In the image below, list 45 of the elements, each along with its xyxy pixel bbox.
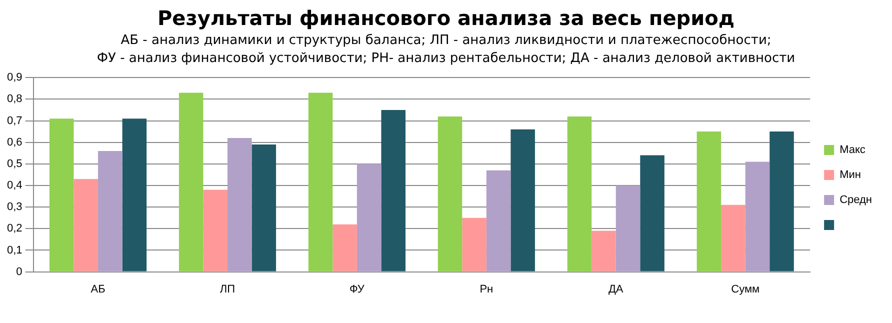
bar <box>203 190 228 272</box>
y-tick-label: 0,9 <box>6 72 22 84</box>
bar <box>486 170 511 272</box>
legend-label: Средн <box>840 194 872 206</box>
x-tick-label: Рн <box>480 283 494 296</box>
bar <box>74 179 98 272</box>
legend-label: Мин <box>840 169 861 182</box>
bar <box>510 129 535 272</box>
bar <box>332 224 357 272</box>
bar <box>592 230 616 272</box>
bar <box>381 110 406 272</box>
bar <box>770 132 794 272</box>
bar <box>640 155 664 272</box>
chart-subtitle: АБ - анализ динамики и структуры баланса; ЛП - анализ ликвидности и платежеспособности; ФУ - анализ финансовой устойчивости; РН- анализ рентабельности; ДА - анализ деловой активности <box>96 32 796 68</box>
bar <box>178 92 204 272</box>
y-tick-label: 0,2 <box>6 222 22 235</box>
x-tick-label: ФУ <box>350 283 366 296</box>
y-tick-label: 0,1 <box>6 244 22 256</box>
x-tick-label: Сумм <box>731 283 760 296</box>
y-tick-label: 0,6 <box>6 136 22 148</box>
bar <box>721 204 746 272</box>
y-tick-label: 0 <box>16 266 22 278</box>
bar <box>462 218 486 272</box>
chart-title: Результаты финансового анализа за весь период <box>156 6 736 30</box>
bar <box>438 116 462 272</box>
bar <box>567 116 592 272</box>
bar <box>227 138 252 272</box>
bar <box>122 118 147 272</box>
y-tick-label: 0,7 <box>6 114 22 127</box>
bar <box>356 164 382 272</box>
bar <box>696 132 722 272</box>
y-tick-label: 0,3 <box>6 201 22 214</box>
x-tick-label: ДА <box>608 283 624 296</box>
bar <box>49 118 74 272</box>
y-tick-label: 0,5 <box>6 158 22 170</box>
y-tick-label: 0,4 <box>6 180 22 192</box>
x-tick-label: ЛП <box>220 283 236 296</box>
bar <box>745 162 770 272</box>
y-tick-label: 0,8 <box>6 93 22 106</box>
legend-label: Макс <box>840 144 866 156</box>
x-tick-label: АБ <box>90 283 106 296</box>
bar <box>98 150 122 272</box>
bar <box>616 185 640 272</box>
bar <box>308 92 333 272</box>
bar <box>252 144 276 272</box>
